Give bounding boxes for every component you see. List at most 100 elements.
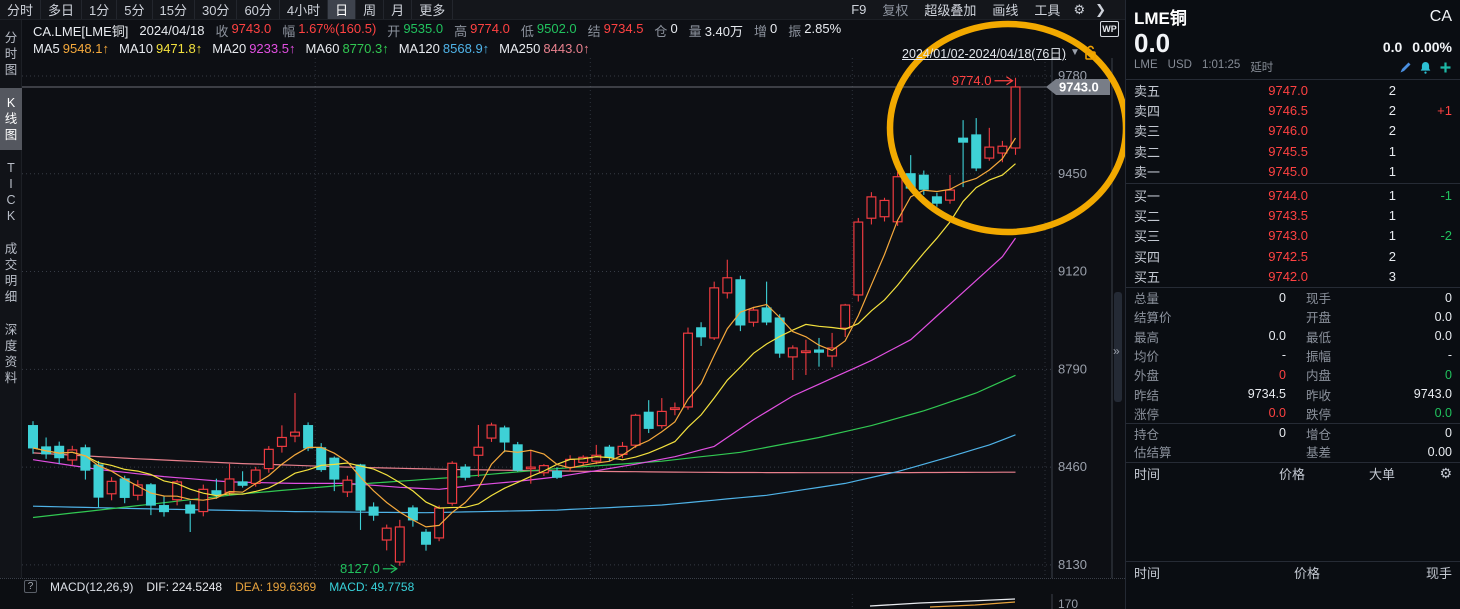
book-level-买三[interactable]: 买三 9743.0 1 -2 (1134, 228, 1452, 245)
ma-legend-row: MA5 9548.1↑ MA10 9471.8↑ MA20 9233.5↑ MA60 8770… (33, 40, 590, 57)
svg-text:8127.0: 8127.0 (340, 561, 380, 576)
tape-col-bigorder[interactable]: 大单 (1369, 467, 1396, 483)
gear-icon[interactable]: ⚙ (1073, 1, 1086, 17)
stat-row-外盘: 外盘 0 内盘 0 (1134, 367, 1452, 384)
book-level-买四[interactable]: 买四 9742.5 2 (1134, 248, 1396, 265)
toolbar-item-工具[interactable]: 工具 (1034, 3, 1061, 18)
panel-scrollbar[interactable] (1114, 292, 1122, 402)
tape-empty-area (1126, 485, 1460, 561)
period-tabs: 分时 多日 1分 5分 15分 30分 60分 4小时日周月更多 (0, 0, 454, 19)
toolbar-item-超级叠加[interactable]: 超级叠加 (924, 3, 977, 18)
unlock-icon[interactable] (1084, 45, 1097, 60)
collapse-panel-icon[interactable]: » (1113, 344, 1120, 358)
stat-row-估结算: 估结算 基差 0.00 (1134, 444, 1452, 461)
info-field-幅: 幅 1.67%(160.5) (282, 20, 377, 39)
ma-legend-MA120: MA120 8568.9↑ (398, 41, 490, 56)
date-range-label[interactable]: 2024/01/02-2024/04/18(76日) (902, 47, 1067, 61)
book-level-买二[interactable]: 买二 9743.5 1 (1134, 208, 1396, 225)
last-price: 0.0 (1134, 28, 1171, 58)
period-tab-4小时[interactable]: 4小时 (280, 0, 329, 19)
chevron-down-icon[interactable]: ▼ (1070, 47, 1080, 58)
book-level-卖一[interactable]: 卖一 9745.0 1 (1134, 164, 1396, 181)
pencil-icon[interactable] (1399, 61, 1412, 74)
period-tab-15分[interactable]: 15分 (153, 0, 195, 19)
info-field-振: 振 2.85% (788, 20, 842, 39)
period-tab-5分[interactable]: 5分 (117, 0, 153, 19)
period-tab-更多[interactable]: 更多 (412, 0, 454, 19)
book-level-卖三[interactable]: 卖三 9746.0 2 (1134, 123, 1396, 140)
macd-pane: 170 (0, 594, 1125, 609)
macd-value-DIF: DIF: 224.5248 (146, 579, 223, 594)
period-tab-30分[interactable]: 30分 (195, 0, 238, 19)
stat-row-昨结: 昨结 9734.5 昨收 9743.0 (1134, 387, 1452, 403)
period-tab-周[interactable]: 周 (356, 0, 385, 19)
period-tab-1分[interactable]: 1分 (82, 0, 118, 19)
tape-foot-time: 时间 (1134, 566, 1161, 582)
instrument-info-bar: CA.LME[LME铜] 2024/04/18 收 9743.0 幅 1.67%(16… (33, 21, 841, 39)
ask-levels: 卖五 9747.0 2 卖四 9746.5 2 +1 卖三 9746.0 2 卖二 9745.5 1 卖一… (1126, 80, 1460, 182)
chevron-right-icon[interactable]: ❯ (1095, 1, 1106, 17)
book-level-买一[interactable]: 买一 9744.0 1 -1 (1134, 187, 1452, 204)
toolbar-item-复权[interactable]: 复权 (882, 3, 909, 18)
macd-value-MACD: MACD: 49.7758 (329, 579, 415, 594)
sidebar-tab-深度资料[interactable]: 深度资料 (4, 323, 18, 385)
tape-footer: 时间 价格 现手 (1126, 562, 1460, 584)
tape-header: 时间 价格 大单 ⚙ (1126, 463, 1460, 485)
price-change-group: 0.0 0.00% (1383, 39, 1452, 57)
add-icon[interactable] (1439, 61, 1452, 74)
quote-name: LME铜 (1134, 9, 1187, 28)
instrument-symbol: CA.LME[LME铜] (33, 23, 129, 39)
tape-col-time[interactable]: 时间 (1134, 467, 1161, 483)
bell-icon[interactable] (1419, 61, 1432, 74)
tape-settings-gear-icon[interactable]: ⚙ (1439, 465, 1452, 482)
period-tab-分时[interactable]: 分时 (0, 0, 42, 19)
info-field-高: 高 9774.0 (454, 20, 510, 39)
toolbar-item-F9[interactable]: F9 (851, 2, 867, 17)
book-level-卖四[interactable]: 卖四 9746.5 2 +1 (1134, 103, 1452, 120)
sidebar-tab-成交明细[interactable]: 成交明细 (4, 242, 18, 304)
book-level-卖五[interactable]: 卖五 9747.0 2 (1134, 82, 1396, 99)
help-icon[interactable]: ? (24, 580, 37, 593)
ma-legend-MA60: MA60 8770.3↑ (305, 41, 389, 56)
book-level-卖二[interactable]: 卖二 9745.5 1 (1134, 143, 1396, 160)
kline-chart-canvas[interactable]: 9780945091208790846081309774.08127.09743… (0, 0, 1125, 609)
macd-scale-label: 170 (1058, 597, 1079, 609)
macd-indicator-bar: ? MACD(12,26,9) DIF: 224.5248 DEA: 199.6369… (0, 578, 1125, 594)
quote-panel: LME铜 CA 0.0 0.0 0.00% LME USD 1:01:25 延时 (1125, 0, 1460, 609)
period-toolbar: 分时 多日 1分 5分 15分 30分 60分 4小时日周月更多 F9 复权 超级叠加 画线 工具 ⚙ … (0, 0, 1125, 20)
period-tab-月[interactable]: 月 (384, 0, 413, 19)
macd-values: DIF: 224.5248 DEA: 199.6369 MACD: 49.7758 (146, 580, 414, 594)
macd-pane-canvas (851, 594, 1053, 609)
tape-col-price[interactable]: 价格 (1279, 467, 1306, 483)
stat-row-最高: 最高 0.0 最低 0.0 (1134, 329, 1452, 345)
quote-stats: 总量 0 现手 0 结算价 开盘 0.0 最高 0.0 最低 0.0 均价 - 振幅 - 外盘 0 内盘 0 昨结 97… (1126, 288, 1460, 462)
info-field-低: 低 9502.0 (520, 20, 577, 39)
book-level-买五[interactable]: 买五 9742.0 3 (1134, 269, 1396, 286)
exchange-code: CA (1429, 7, 1452, 25)
quote-meta: LME USD 1:01:25 延时 (1134, 59, 1274, 74)
macd-value-DEA: DEA: 199.6369 (235, 579, 317, 594)
period-tab-60分[interactable]: 60分 (237, 0, 280, 19)
period-tab-日[interactable]: 日 (328, 0, 357, 19)
toolbar-item-画线[interactable]: 画线 (992, 3, 1019, 18)
ma-legend-MA250: MA250 8443.0↑ (499, 41, 590, 56)
svg-text:9450: 9450 (1058, 166, 1087, 181)
stat-row-总量: 总量 0 现手 0 (1134, 290, 1452, 307)
stat-row-均价: 均价 - 振幅 - (1134, 348, 1452, 364)
period-tab-多日[interactable]: 多日 (41, 0, 83, 19)
wp-badge[interactable]: WP (1100, 21, 1119, 37)
info-field-开: 开 9535.0 (387, 20, 444, 39)
info-field-收: 收 9743.0 (215, 20, 272, 39)
info-field-量: 量 3.40万 (688, 23, 743, 39)
stat-row-涨停: 涨停 0.0 跌停 0.0 (1134, 406, 1452, 422)
svg-text:8130: 8130 (1058, 557, 1087, 572)
sidebar-tab-分时图[interactable]: 分时图 (4, 31, 18, 77)
date-range-selector[interactable]: 2024/01/02-2024/04/18(76日) ▼ (902, 43, 1097, 62)
svg-text:8460: 8460 (1058, 459, 1087, 474)
svg-text:9774.0: 9774.0 (952, 73, 992, 88)
